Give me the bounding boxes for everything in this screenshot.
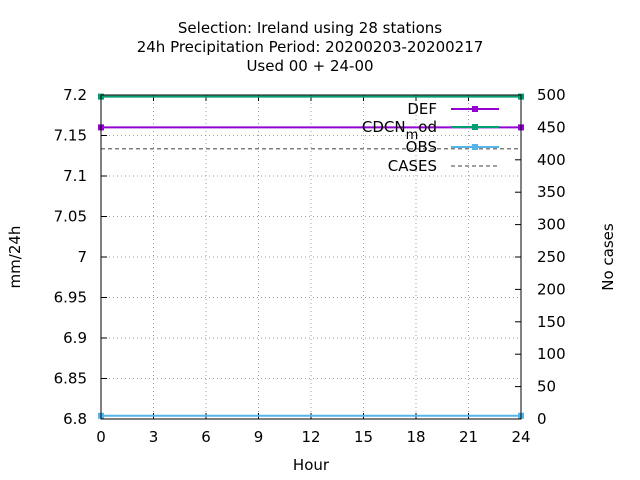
y2-tick-label: 300 <box>537 216 566 234</box>
y2-tick-label: 450 <box>537 118 566 136</box>
legend-label-cdcn-main: CDCN <box>362 118 406 136</box>
legend-marker-def <box>472 106 478 112</box>
y-tick-label: 6.8 <box>63 410 87 428</box>
y-axis-label: mm/24h <box>6 226 24 289</box>
legend-marker-cdcn-mod <box>472 124 478 130</box>
y-tick-label: 6.9 <box>63 329 87 347</box>
x-tick-label: 12 <box>301 428 320 446</box>
y2-axis-label: No cases <box>599 223 617 291</box>
legend-marker-obs <box>472 144 478 150</box>
x-tick-label: 24 <box>511 428 530 446</box>
x-tick-label: 6 <box>201 428 211 446</box>
y-tick-label: 7.05 <box>54 208 87 226</box>
y2-tick-label: 0 <box>537 410 547 428</box>
x-tick-label: 18 <box>406 428 425 446</box>
legend-label-cases: CASES <box>388 157 437 175</box>
chart-title: Selection: Ireland using 28 stations 24h… <box>137 19 484 75</box>
x-tick-label: 21 <box>459 428 478 446</box>
x-axis-ticks: 0 3 6 9 12 15 18 21 24 <box>96 95 531 446</box>
legend-label-def: DEF <box>407 100 437 118</box>
y2-tick-label: 250 <box>537 248 566 266</box>
y2-tick-label: 350 <box>537 183 566 201</box>
y2-tick-label: 100 <box>537 345 566 363</box>
x-tick-label: 3 <box>149 428 159 446</box>
y-tick-label: 7 <box>77 248 87 266</box>
legend-label-obs: OBS <box>406 138 437 156</box>
x-tick-label: 0 <box>96 428 106 446</box>
x-axis-label: Hour <box>293 456 330 474</box>
series-lines <box>98 93 524 419</box>
y2-tick-label: 50 <box>537 378 556 396</box>
y2-tick-label: 400 <box>537 151 566 169</box>
y-axis-ticks: 6.8 6.85 6.9 6.95 7 7.05 7.1 7.15 7.2 <box>54 86 107 428</box>
legend-entry-obs: OBS <box>406 138 499 156</box>
legend-entry-cases: CASES <box>388 157 499 175</box>
y-tick-label: 6.95 <box>54 289 87 307</box>
y2-tick-label: 200 <box>537 280 566 298</box>
plot-frame <box>100 94 522 420</box>
legend-label-cdcn-mod: CDCNmod <box>362 118 437 143</box>
x-tick-label: 15 <box>354 428 373 446</box>
y2-axis-ticks: 0 50 100 150 200 250 300 350 400 450 500 <box>515 86 566 428</box>
y-tick-label: 7.15 <box>54 127 87 145</box>
title-line-1: Selection: Ireland using 28 stations <box>178 19 442 37</box>
x-tick-label: 9 <box>254 428 264 446</box>
y-tick-label: 6.85 <box>54 370 87 388</box>
y2-tick-label: 150 <box>537 313 566 331</box>
y-tick-label: 7.2 <box>63 86 87 104</box>
legend-entry-def: DEF <box>407 100 499 118</box>
legend-label-cdcn-sub: m <box>406 128 419 143</box>
y-tick-label: 7.1 <box>63 167 87 185</box>
legend: DEF CDCNmod OBS CASES <box>362 100 499 175</box>
title-line-2: 24h Precipitation Period: 20200203-20200… <box>137 38 484 56</box>
y2-tick-label: 500 <box>537 86 566 104</box>
legend-label-cdcn-rest: od <box>418 118 437 136</box>
legend-entry-cdcn-mod: CDCNmod <box>362 118 499 143</box>
grid <box>101 95 521 419</box>
title-line-3: Used 00 + 24-00 <box>246 57 373 75</box>
